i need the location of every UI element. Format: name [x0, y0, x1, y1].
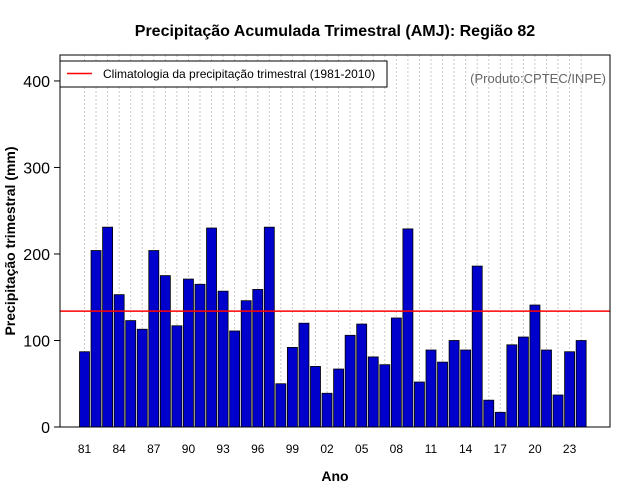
y-tick-label-200: 200 [23, 247, 50, 264]
bar-17 [494, 411, 506, 428]
bar-86 [136, 328, 148, 428]
bar-23 [564, 351, 575, 428]
bar-18 [506, 344, 518, 428]
bar-85 [125, 320, 137, 428]
y-axis-label: Precipitação trimestral (mm) [2, 146, 18, 335]
bar-12 [437, 361, 448, 428]
legend-box [59, 60, 388, 88]
bar-89 [171, 325, 183, 428]
x-tick-label-02: 02 [320, 442, 334, 456]
bar-06 [367, 356, 379, 428]
x-tick-label-93: 93 [216, 442, 230, 456]
bar-92 [206, 227, 217, 428]
bar-91 [194, 283, 206, 428]
bar-15 [471, 265, 483, 428]
bar-08 [390, 317, 402, 428]
legend-label: Climatologia da precipitação trimestral … [103, 67, 375, 81]
bar-96 [252, 289, 264, 428]
chart-title: Precipitação Acumulada Trimestral (AMJ):… [135, 23, 536, 40]
x-tick-label-81: 81 [78, 442, 92, 456]
y-tick-label-300: 300 [23, 160, 50, 177]
bar-99 [286, 347, 298, 428]
bar-81 [79, 351, 90, 428]
x-tick-label-87: 87 [147, 442, 161, 456]
bar-20 [529, 304, 541, 428]
bar-22 [552, 394, 564, 428]
bar-90 [183, 278, 194, 428]
bar-13 [448, 340, 460, 428]
x-tick-label-96: 96 [251, 442, 265, 456]
x-tick-label-08: 08 [390, 442, 404, 456]
bar-97 [263, 226, 275, 428]
y-tick-label-0: 0 [41, 420, 50, 437]
bar-10 [414, 381, 425, 428]
x-tick-label-90: 90 [182, 442, 196, 456]
bar-88 [159, 275, 171, 428]
x-tick-label-11: 11 [425, 442, 438, 456]
bar-19 [518, 336, 529, 428]
bar-24 [575, 340, 587, 428]
x-tick-label-99: 99 [286, 442, 300, 456]
bar-87 [148, 250, 160, 428]
x-tick-label-20: 20 [528, 442, 542, 456]
y-axis: 0 100 200 300 400 [23, 74, 60, 437]
bar-02 [321, 392, 333, 428]
y-tick-label-100: 100 [23, 333, 50, 350]
bar-84 [113, 294, 125, 428]
bar-09 [402, 228, 414, 428]
x-tick-label-23: 23 [563, 442, 577, 456]
x-tick-label-05: 05 [355, 442, 369, 456]
x-axis: 81 84 87 90 93 96 99 02 05 08 11 14 17 20 23 [78, 442, 577, 456]
bar-04 [344, 334, 356, 428]
bar-14 [460, 349, 472, 428]
y-tick-label-400: 400 [23, 74, 50, 91]
bar-01 [310, 366, 321, 428]
plot-frame [59, 54, 611, 428]
x-tick-label-84: 84 [112, 442, 126, 456]
bar-11 [425, 349, 437, 428]
source-annotation: (Produto:CPTEC/INPE) [470, 71, 606, 86]
legend: Climatologia da precipitação trimestral … [59, 60, 388, 88]
bar-16 [483, 399, 495, 428]
bar-95 [240, 300, 252, 428]
bars [79, 226, 587, 428]
bar-82 [90, 250, 102, 428]
bar-00 [298, 322, 310, 428]
bar-03 [333, 368, 345, 428]
bar-83 [102, 226, 113, 428]
bar-05 [356, 323, 368, 428]
bar-07 [379, 364, 391, 428]
x-tick-label-14: 14 [459, 442, 473, 456]
x-tick-label-17: 17 [494, 442, 508, 456]
bar-98 [275, 383, 287, 428]
bar-21 [541, 349, 552, 428]
x-axis-label: Ano [321, 468, 348, 484]
bar-94 [229, 330, 241, 428]
